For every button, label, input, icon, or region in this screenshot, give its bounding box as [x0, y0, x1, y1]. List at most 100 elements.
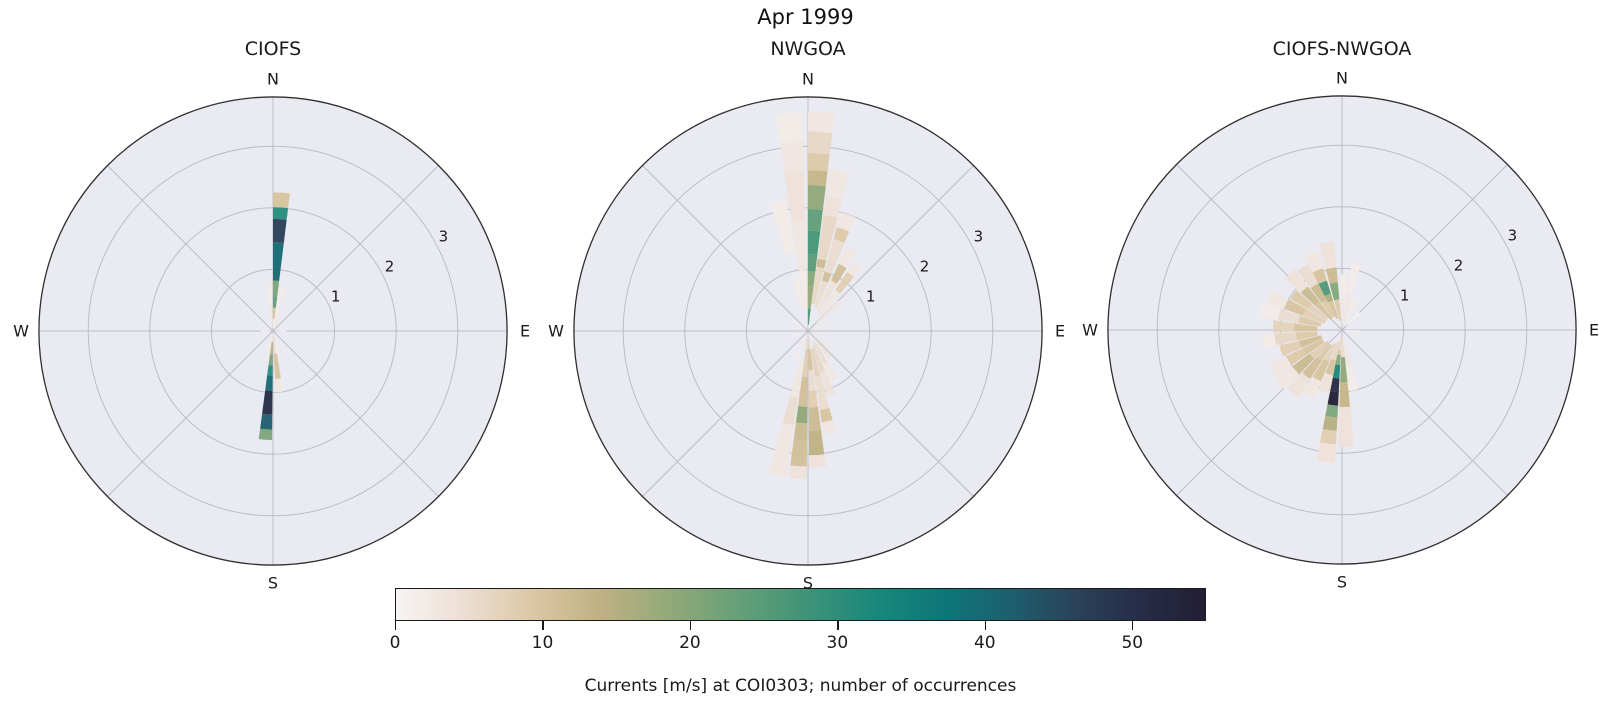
rose-petal-segment	[810, 331, 827, 336]
radial-tick-label: 2	[920, 257, 930, 275]
rose-petal-segment	[1346, 311, 1361, 326]
rose-petal-segment	[1318, 241, 1337, 270]
rose-petal-segment	[1284, 269, 1308, 293]
rose-petal-segment	[1269, 356, 1292, 376]
rose-petal-segment	[808, 331, 811, 350]
rose-petal-segment	[798, 376, 808, 407]
rose-petal-segment	[808, 111, 835, 133]
rose-petal-segment	[1310, 283, 1327, 303]
rose-petal-segment	[1318, 280, 1331, 296]
colorbar-tick-label: 10	[531, 633, 554, 653]
rose-petal-segment	[775, 112, 804, 143]
rose-petal-segment	[1328, 300, 1339, 320]
rose-petal-segment	[821, 420, 836, 435]
rose-petal-segment	[273, 207, 289, 220]
rose-petal-segment	[1273, 320, 1295, 333]
rose-petal-segment	[830, 263, 847, 284]
rose-petal-segment	[1318, 373, 1334, 394]
rose-petal-segment	[809, 454, 826, 468]
rose-petal-segment	[816, 258, 827, 269]
rose-petal-segment	[273, 288, 285, 329]
grid-spoke	[807, 330, 974, 497]
rose-petal-segment	[271, 331, 273, 343]
colorbar: 0 10 20 30 40 50 Currents [m/s] at COI0303; n…	[390, 588, 1206, 696]
rose-petal-segment	[1345, 330, 1361, 333]
rose-petal-segment	[1316, 442, 1337, 463]
rose-petal-segment	[805, 331, 808, 350]
rose-petal-segment	[816, 300, 842, 324]
rose-petal-segment	[1302, 309, 1326, 324]
radial-tick-label: 3	[1508, 227, 1518, 245]
rose-petal-segment	[823, 362, 838, 382]
rose-petal-segment	[1346, 365, 1358, 392]
rose-petal-segment	[1302, 339, 1325, 355]
rose-petal-segment	[1340, 274, 1348, 300]
rose-petal-segment	[273, 310, 283, 329]
rose-petal-segment	[260, 414, 273, 430]
rose-petal-segment	[792, 319, 806, 330]
rose-petal-segment	[808, 324, 809, 331]
outer-ring	[38, 96, 508, 566]
compass-label-e: E	[1055, 322, 1065, 341]
colorbar-tick-mark	[837, 621, 839, 630]
compass-label-s: S	[1337, 573, 1347, 592]
compass-label-n: N	[267, 70, 279, 89]
rose-petal-segment	[812, 345, 826, 373]
rose-petal-segment	[1302, 377, 1322, 399]
rose-petal-segment	[1298, 315, 1322, 327]
rose-petal-segment	[784, 170, 806, 222]
rose-petal-segment	[836, 212, 856, 232]
rose-petal-segment	[268, 354, 273, 366]
rose-petal-segment	[799, 271, 808, 313]
rose-petal-segment	[782, 396, 798, 426]
radial-tick-label: 1	[1400, 286, 1410, 304]
rose-petal-segment	[1337, 406, 1355, 448]
colorbar-tick-mark	[542, 621, 544, 630]
rose-petal-segment	[1324, 343, 1337, 362]
colorbar-tick-label: 50	[1121, 633, 1144, 653]
rose-petal-segment	[1279, 340, 1302, 357]
grid-spoke	[107, 165, 274, 332]
rose-petal-segment	[1290, 290, 1312, 310]
polar-chart-ciofs-nwgoa: 1 2 3 N E S W	[1082, 69, 1599, 592]
rose-petal-segment	[808, 209, 823, 232]
rose-petal-segment	[1340, 356, 1348, 383]
rose-petal-segment	[1335, 354, 1341, 366]
rose-petal-segment	[273, 333, 282, 359]
rose-petal-segment	[808, 370, 816, 391]
rose-petal-segment	[768, 423, 794, 478]
rose-petal-segment	[823, 196, 842, 218]
rose-petal-segment	[264, 333, 273, 362]
rose-petal-segment	[818, 289, 841, 317]
rose-petal-segment	[1286, 348, 1307, 366]
rose-petal-segment	[808, 170, 828, 187]
rose-petal-segment	[825, 169, 849, 200]
rose-petal-segment	[812, 334, 831, 350]
grid-circle	[87, 145, 459, 517]
rose-petal-segment	[1322, 415, 1338, 431]
rose-petal-segment	[808, 286, 814, 309]
rose-petal-segment	[1338, 330, 1342, 351]
rose-petal-segment	[1312, 268, 1327, 284]
rose-petal-segment	[847, 261, 863, 278]
outer-ring	[1107, 95, 1577, 565]
colorbar-tick-label: 40	[973, 633, 996, 653]
rose-petal-segment	[1284, 299, 1306, 316]
rose-petal-segment	[1325, 267, 1338, 284]
rose-petal-segment	[1330, 377, 1340, 393]
rose-petal-segment	[274, 330, 287, 332]
grid-spoke	[1341, 164, 1508, 331]
colorbar-label: Currents [m/s] at COI0303; number of occ…	[584, 676, 1017, 696]
outer-ring	[573, 96, 1043, 566]
rose-petal-segment	[1287, 372, 1311, 398]
rose-petal-segment	[1298, 335, 1323, 349]
rose-petal-segment	[793, 422, 808, 441]
radial-tick-label: 2	[385, 257, 395, 275]
rose-petal-segment	[1292, 353, 1315, 375]
rose-petal-segment	[788, 465, 807, 479]
grid-circle	[1218, 206, 1466, 454]
colorbar-tick-label: 20	[679, 633, 701, 653]
colorbar-tick-mark	[395, 621, 397, 630]
subplot-title-ciofs-nwgoa: CIOFS-NWGOA	[1272, 38, 1412, 60]
polar-chart-nwgoa: 1 2 3 N E S W	[548, 70, 1065, 593]
